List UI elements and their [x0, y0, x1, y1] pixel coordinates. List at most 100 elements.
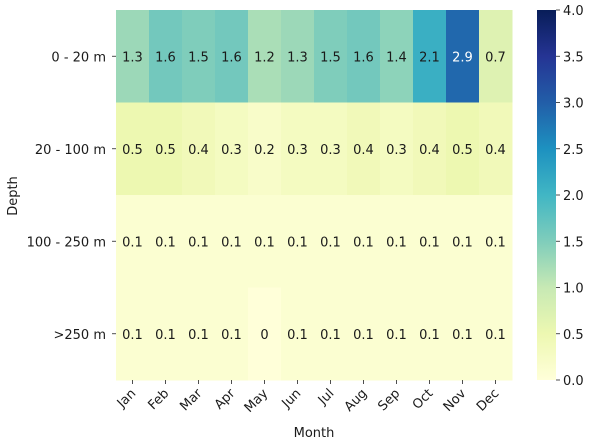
cell-value-label: 0.7 [485, 50, 506, 65]
heatmap-cell [149, 102, 183, 196]
heatmap-cell [347, 10, 381, 103]
cell-value-label: 1.3 [287, 50, 308, 65]
colorbar-tick-label: 2.5 [563, 143, 584, 158]
heatmap-cell [149, 195, 183, 288]
x-tick-label: Jan [114, 386, 139, 411]
heatmap-cell [347, 102, 381, 196]
heatmap-cell [182, 287, 216, 381]
heatmap-cell [314, 102, 348, 196]
cell-value-label: 0.1 [419, 235, 440, 250]
cell-value-label: 0.1 [155, 235, 176, 250]
heatmap-cell [380, 102, 414, 196]
heatmap-cell [479, 10, 513, 103]
cell-value-label: 0.3 [287, 143, 308, 158]
cell-value-label: 0.1 [386, 235, 407, 250]
cell-value-label: 0.1 [155, 328, 176, 343]
heatmap-cell [380, 195, 414, 288]
heatmap-cell [215, 287, 249, 381]
heatmap-cell [116, 287, 150, 381]
cell-value-label: 0.1 [254, 235, 275, 250]
heatmap-cell [248, 287, 282, 381]
colorbar-gradient [537, 10, 556, 380]
x-tick-label: Feb [145, 386, 172, 413]
heatmap-cell [380, 10, 414, 103]
cell-value-label: 1.5 [320, 50, 341, 65]
heatmap-cell [413, 10, 447, 103]
x-tick-label: Aug [342, 386, 371, 415]
cell-value-label: 0 [260, 328, 268, 343]
heatmap-cells [116, 10, 513, 381]
cell-value-label: 1.5 [188, 50, 209, 65]
colorbar-tick-label: 0.5 [563, 328, 584, 343]
heatmap-cell [314, 10, 348, 103]
heatmap-cell [479, 195, 513, 288]
heatmap-cell [281, 195, 315, 288]
colorbar-tick-label: 3.0 [563, 97, 584, 112]
cell-value-label: 0.1 [320, 235, 341, 250]
cell-value-label: 0.1 [287, 235, 308, 250]
cell-value-label: 0.1 [452, 328, 473, 343]
heatmap-cell [446, 287, 480, 381]
y-tick-label: 100 - 250 m [27, 235, 106, 250]
heatmap-cell [281, 10, 315, 103]
cell-value-label: 1.3 [122, 50, 143, 65]
heatmap-cell [116, 10, 150, 103]
cell-value-label: 0.1 [122, 328, 143, 343]
cell-value-label: 1.4 [386, 50, 407, 65]
cell-value-label: 0.4 [188, 143, 209, 158]
heatmap-cell [347, 287, 381, 381]
x-tick-label: Sep [375, 386, 403, 414]
y-tick-label: >250 m [53, 328, 106, 343]
heatmap-cell [446, 195, 480, 288]
colorbar-tick-label: 1.0 [563, 282, 584, 297]
cell-value-label: 0.5 [155, 143, 176, 158]
colorbar-tick-label: 1.5 [563, 235, 584, 250]
y-tick-label: 20 - 100 m [35, 143, 106, 158]
heatmap-cell [149, 287, 183, 381]
x-tick-label: Nov [441, 386, 470, 415]
colorbar-tick-label: 3.5 [563, 50, 584, 65]
x-tick-label: Dec [474, 386, 502, 414]
y-axis-label: Depth [6, 176, 21, 216]
heatmap-cell [182, 10, 216, 103]
cell-value-label: 1.6 [221, 50, 242, 65]
heatmap-cell [314, 287, 348, 381]
colorbar-tick-label: 2.0 [563, 189, 584, 204]
cell-value-label: 0.4 [419, 143, 440, 158]
heatmap-cell [413, 195, 447, 288]
heatmap-cell [215, 102, 249, 196]
heatmap-cell [479, 102, 513, 196]
heatmap-cell [215, 10, 249, 103]
cell-value-label: 0.1 [122, 235, 143, 250]
cell-value-label: 0.3 [320, 143, 341, 158]
x-tick-label: Jul [315, 386, 337, 408]
cell-value-label: 0.3 [221, 143, 242, 158]
y-tick-label: 0 - 20 m [51, 50, 106, 65]
cell-value-label: 0.2 [254, 143, 275, 158]
cell-value-label: 0.1 [188, 328, 209, 343]
colorbar: 0.0 0.5 1.0 1.5 2.0 2.5 3.0 3.5 4.0 [537, 4, 584, 389]
cell-value-label: 0.5 [452, 143, 473, 158]
heatmap-cell [380, 287, 414, 381]
cell-value-label: 0.4 [353, 143, 374, 158]
cell-value-label: 0.1 [485, 328, 506, 343]
cell-value-label: 0.3 [386, 143, 407, 158]
x-tick-label: Jun [279, 386, 305, 412]
heatmap-cell [116, 102, 150, 196]
cell-value-label: 0.1 [353, 235, 374, 250]
x-axis-ticks: Jan Feb Mar Apr May Jun Jul Aug Sep Oct Nov Dec [114, 380, 502, 416]
cell-value-label: 1.6 [155, 50, 176, 65]
cell-value-label: 0.1 [386, 328, 407, 343]
heatmap-cell [347, 195, 381, 288]
colorbar-ticks: 0.0 0.5 1.0 1.5 2.0 2.5 3.0 3.5 4.0 [556, 4, 584, 389]
colorbar-tick-label: 0.0 [563, 374, 584, 389]
cell-value-label: 0.1 [221, 235, 242, 250]
heatmap-cell [182, 195, 216, 288]
x-tick-label: Oct [410, 386, 437, 413]
heatmap-cell [215, 195, 249, 288]
cell-value-label: 2.1 [419, 50, 440, 65]
cell-value-label: 0.1 [485, 235, 506, 250]
cell-value-label: 0.1 [452, 235, 473, 250]
heatmap-cell [116, 195, 150, 288]
cell-value-label: 0.1 [320, 328, 341, 343]
